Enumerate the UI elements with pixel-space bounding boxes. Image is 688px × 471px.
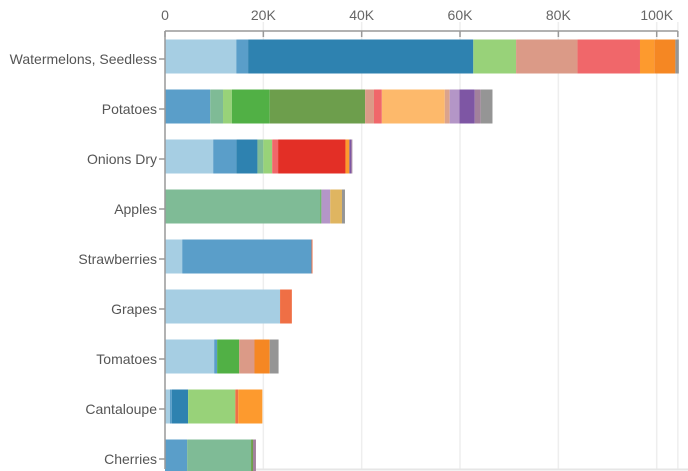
- y-category-label: Potatoes: [102, 101, 157, 117]
- bar-segment[interactable]: [351, 139, 353, 174]
- bar-segment[interactable]: [320, 189, 322, 224]
- bar-segment[interactable]: [165, 289, 281, 324]
- bar-segment[interactable]: [165, 389, 170, 424]
- bar-segment[interactable]: [459, 89, 475, 124]
- x-tick-label: 100K: [640, 7, 673, 23]
- y-category-label: Watermelons, Seedless: [10, 51, 157, 67]
- y-category-label: Cantaloupe: [85, 401, 157, 417]
- bar-group: [165, 89, 493, 124]
- x-tick-label: 80K: [546, 7, 572, 23]
- y-category-label: Grapes: [111, 301, 157, 317]
- bar-segment[interactable]: [278, 139, 346, 174]
- bar-segment[interactable]: [342, 189, 345, 224]
- x-tick-label: 0: [161, 7, 169, 23]
- bar-segment[interactable]: [239, 339, 255, 374]
- y-category-label: Strawberries: [78, 251, 157, 267]
- bar-segment[interactable]: [236, 139, 258, 174]
- bar-segment[interactable]: [272, 139, 279, 174]
- y-category-label: Apples: [114, 201, 157, 217]
- bar-segment[interactable]: [165, 439, 188, 471]
- bar-group: [165, 439, 256, 471]
- bar-segment[interactable]: [238, 389, 263, 424]
- bar-segment[interactable]: [171, 389, 189, 424]
- bar-segment[interactable]: [165, 139, 214, 174]
- bar-segment[interactable]: [187, 439, 252, 471]
- bar-segment[interactable]: [365, 89, 374, 124]
- bars: [165, 39, 679, 471]
- bar-group: [165, 339, 279, 374]
- bar-segment[interactable]: [330, 189, 343, 224]
- x-tick-label: 40K: [349, 7, 375, 23]
- bar-segment[interactable]: [269, 339, 279, 374]
- bar-group: [165, 139, 353, 174]
- bar-group: [165, 389, 263, 424]
- bar-segment[interactable]: [182, 239, 312, 274]
- y-category-label: Cherries: [104, 451, 157, 467]
- bar-segment[interactable]: [165, 339, 215, 374]
- bar-segment[interactable]: [675, 39, 679, 74]
- bar-segment[interactable]: [381, 89, 445, 124]
- bar-segment[interactable]: [473, 39, 517, 74]
- bar-segment[interactable]: [280, 289, 292, 324]
- bar-segment[interactable]: [639, 39, 655, 74]
- bar-segment[interactable]: [444, 89, 450, 124]
- bar-segment[interactable]: [223, 89, 232, 124]
- bar-segment[interactable]: [654, 39, 676, 74]
- bar-segment[interactable]: [311, 239, 313, 274]
- bar-segment[interactable]: [349, 139, 352, 174]
- y-category-label: Tomatoes: [96, 351, 157, 367]
- bar-group: [165, 39, 679, 74]
- x-axis: 0 20K 40K 60K 80K 100K: [161, 7, 679, 37]
- bar-segment[interactable]: [165, 39, 237, 74]
- bar-segment[interactable]: [165, 239, 183, 274]
- bar-segment[interactable]: [449, 89, 460, 124]
- bar-segment[interactable]: [516, 39, 578, 74]
- bar-segment[interactable]: [169, 389, 172, 424]
- bar-segment[interactable]: [217, 339, 240, 374]
- bar-segment[interactable]: [577, 39, 640, 74]
- bar-segment[interactable]: [165, 189, 321, 224]
- bar-segment[interactable]: [373, 89, 382, 124]
- bar-segment[interactable]: [188, 389, 236, 424]
- y-category-label: Onions Dry: [87, 151, 157, 167]
- y-axis: Watermelons, Seedless Potatoes Onions Dry A…: [10, 31, 166, 469]
- bar-segment[interactable]: [210, 89, 224, 124]
- bar-segment[interactable]: [474, 89, 481, 124]
- bar-segment[interactable]: [251, 439, 254, 471]
- bar-segment[interactable]: [269, 89, 366, 124]
- bar-segment[interactable]: [235, 389, 239, 424]
- bar-segment[interactable]: [236, 39, 249, 74]
- bar-group: [165, 289, 292, 324]
- bar-segment[interactable]: [345, 139, 350, 174]
- bar-segment[interactable]: [213, 139, 237, 174]
- x-tick-label: 20K: [251, 7, 277, 23]
- bar-segment[interactable]: [231, 89, 270, 124]
- bar-segment[interactable]: [263, 139, 273, 174]
- bar-segment[interactable]: [214, 339, 218, 374]
- bar-segment[interactable]: [248, 39, 474, 74]
- bar-segment[interactable]: [480, 89, 493, 124]
- x-tick-label: 60K: [448, 7, 474, 23]
- bar-segment[interactable]: [321, 189, 331, 224]
- bar-group: [165, 189, 345, 224]
- bar-segment[interactable]: [165, 89, 211, 124]
- bar-segment[interactable]: [253, 439, 256, 471]
- bar-segment[interactable]: [257, 139, 264, 174]
- bar-segment[interactable]: [254, 339, 270, 374]
- bar-group: [165, 239, 313, 274]
